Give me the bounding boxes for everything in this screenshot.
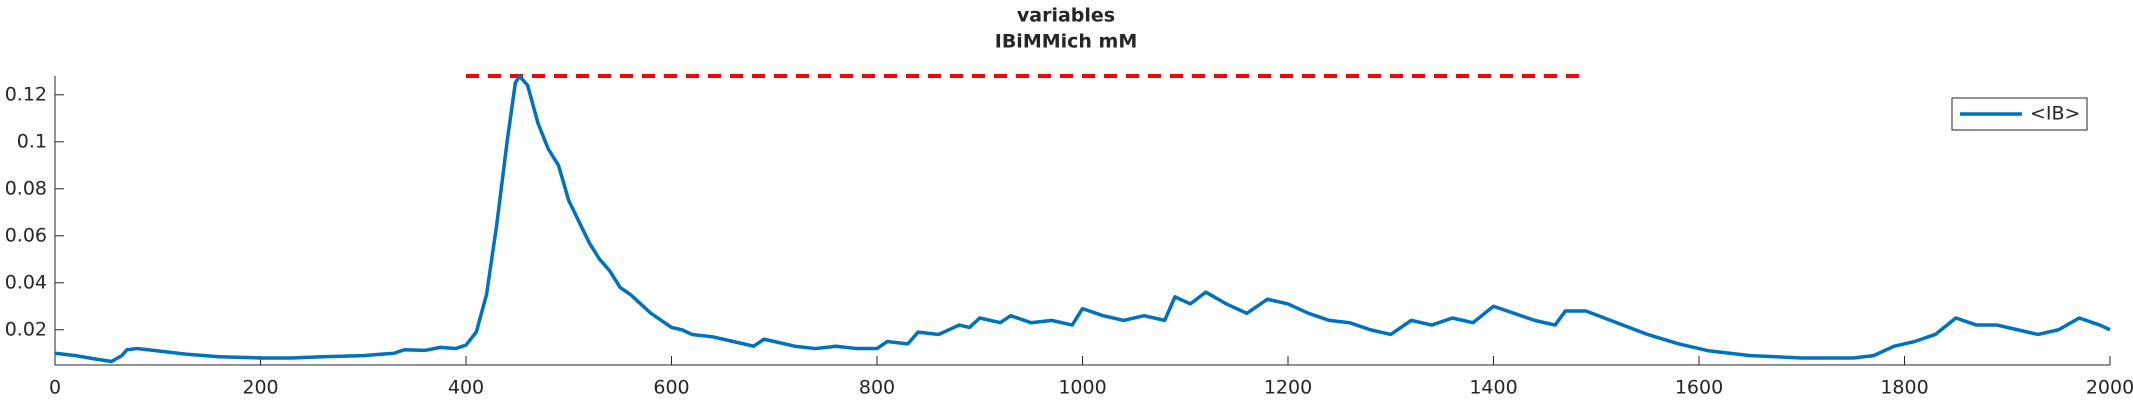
x-tick-label: 1200 — [1264, 377, 1312, 399]
x-tick-label: 400 — [448, 377, 484, 399]
x-tick-label: 0 — [49, 377, 61, 399]
x-tick-label: 1400 — [1469, 377, 1517, 399]
x-tick-label: 1000 — [1058, 377, 1106, 399]
x-tick-label: 1600 — [1675, 377, 1723, 399]
chart-subtitle: IBiMMich mM — [995, 31, 1138, 53]
line-series — [54, 74, 2111, 364]
x-tick-label: 200 — [242, 377, 278, 399]
y-tick-label: 0.04 — [5, 271, 47, 293]
x-tick-label: 1800 — [1880, 377, 1928, 399]
y-tick-label: 0.06 — [5, 224, 47, 246]
x-tick-label: 600 — [653, 377, 689, 399]
y-tick-label: 0.08 — [5, 177, 47, 199]
y-tick-label: 0.12 — [5, 83, 47, 105]
legend-label: <IB> — [2030, 103, 2080, 125]
y-tick-label: 0.02 — [5, 318, 47, 340]
y-tick-label: 0.1 — [17, 130, 47, 152]
x-tick-label: 2000 — [2086, 377, 2133, 399]
chart-title: variables — [1017, 5, 1115, 27]
x-tick-label: 800 — [859, 377, 895, 399]
